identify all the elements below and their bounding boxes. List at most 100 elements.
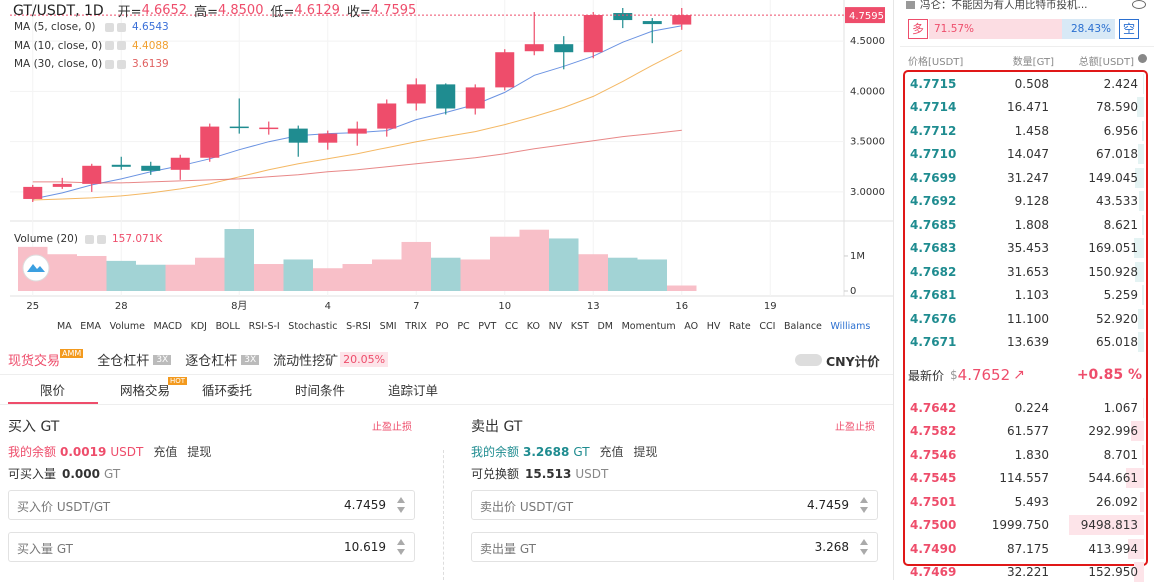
stepper[interactable] bbox=[860, 497, 868, 503]
close-icon[interactable] bbox=[117, 22, 126, 32]
indicator-tab[interactable]: Stochastic bbox=[288, 321, 338, 332]
indicator-tab[interactable]: EMA bbox=[80, 321, 101, 332]
news-text[interactable]: 冯仑：不能因为有人用比特币投机... bbox=[920, 0, 1088, 11]
ask-row[interactable]: 4.7681 1.103 5.259 bbox=[906, 285, 1144, 306]
ask-row[interactable]: 4.7685 1.808 8.621 bbox=[906, 214, 1144, 235]
ask-row[interactable]: 4.7699 31.247 149.045 bbox=[906, 167, 1144, 188]
deposit-link[interactable]: 充值 bbox=[599, 445, 624, 459]
indicator-tab[interactable]: MACD bbox=[153, 321, 183, 332]
indicator-tab[interactable]: RSI-S-I bbox=[248, 321, 280, 332]
stepper[interactable] bbox=[860, 549, 868, 555]
indicator-tab[interactable]: Volume bbox=[109, 321, 145, 332]
input-box[interactable]: 买入价 USDT/GT 4.7459 bbox=[8, 490, 415, 520]
ask-row[interactable]: 4.7683 35.453 169.051 bbox=[906, 238, 1144, 259]
bid-row[interactable]: 4.7642 0.224 1.067 bbox=[906, 398, 1144, 418]
order-type-tab[interactable]: 时间条件 bbox=[295, 383, 346, 398]
bid-row[interactable]: 4.7490 87.175 413.994 bbox=[906, 538, 1144, 559]
tp-sl-link[interactable]: 止盈止损 bbox=[835, 422, 875, 433]
indicator-tab[interactable]: Balance bbox=[784, 321, 822, 332]
withdraw-link[interactable]: 提现 bbox=[633, 445, 658, 459]
order-type-tab[interactable]: 网格交易 bbox=[120, 383, 171, 398]
indicator-tab[interactable]: BOLL bbox=[215, 321, 240, 332]
order-type-tab[interactable]: 限价 bbox=[40, 383, 66, 398]
indicator-tab[interactable]: NV bbox=[548, 321, 563, 332]
indicator-tab[interactable]: DM bbox=[597, 321, 613, 332]
indicator-tab[interactable]: Williams bbox=[830, 321, 871, 332]
indicator-tab[interactable]: HV bbox=[706, 321, 721, 332]
settings-icon[interactable] bbox=[105, 22, 114, 32]
ask-row[interactable]: 4.7671 13.639 65.018 bbox=[906, 331, 1144, 352]
indicator-tab[interactable]: TRIX bbox=[405, 321, 427, 332]
bid-row[interactable]: 4.7545 114.557 544.661 bbox=[906, 468, 1144, 489]
indicator-tab[interactable]: AO bbox=[684, 321, 699, 332]
latest-price-row: 最新价 $4.7652 ↗ +0.85 % bbox=[908, 366, 1142, 384]
ask-row[interactable]: 4.7710 14.047 67.018 bbox=[906, 144, 1144, 165]
toggle-switch[interactable] bbox=[795, 354, 822, 366]
bid-row[interactable]: 4.7546 1.830 8.701 bbox=[906, 444, 1144, 465]
ask-row[interactable]: 4.7692 9.128 43.533 bbox=[906, 191, 1144, 212]
indicator-tab[interactable]: KO bbox=[526, 321, 540, 332]
ask-row[interactable]: 4.7676 11.100 52.920 bbox=[906, 308, 1144, 329]
bid-row[interactable]: 4.7500 1999.750 9498.813 bbox=[906, 515, 1144, 536]
candle-body bbox=[23, 186, 43, 199]
input-box[interactable]: 卖出量 GT 3.268 bbox=[471, 532, 878, 562]
settings-icon[interactable] bbox=[105, 41, 114, 50]
ma-name: MA (10, close, 0) bbox=[14, 39, 103, 52]
indicator-tab[interactable]: Rate bbox=[728, 321, 751, 332]
side-title: 买入 GT bbox=[8, 419, 60, 435]
order-type-tab[interactable]: 循环委托 bbox=[202, 383, 253, 398]
market-tab[interactable]: 现货交易 bbox=[8, 354, 61, 369]
total: 152.950 bbox=[1088, 565, 1138, 580]
stepper[interactable] bbox=[397, 549, 405, 555]
market-tab[interactable]: 全仓杠杆 bbox=[97, 354, 150, 369]
close-icon[interactable] bbox=[117, 41, 126, 50]
indicator-tab[interactable]: S-RSI bbox=[346, 321, 371, 332]
total: 67.018 bbox=[1096, 147, 1138, 162]
quantity: 1.458 bbox=[1014, 123, 1049, 138]
tp-sl-link[interactable]: 止盈止损 bbox=[372, 422, 412, 433]
deposit-link[interactable]: 充值 bbox=[153, 445, 178, 459]
ask-row[interactable]: 4.7682 31.653 150.928 bbox=[906, 261, 1144, 282]
bid-row[interactable]: 4.7582 61.577 292.996 bbox=[906, 421, 1144, 442]
bid-row[interactable]: 4.7469 32.221 152.950 bbox=[906, 562, 1144, 582]
stepper[interactable] bbox=[397, 539, 405, 545]
withdraw-link[interactable]: 提现 bbox=[187, 445, 212, 459]
price: 4.7546 bbox=[910, 447, 957, 462]
eye-icon[interactable] bbox=[1132, 0, 1146, 9]
price: 4.7710 bbox=[910, 147, 957, 162]
indicator-tab[interactable]: PO bbox=[435, 321, 449, 332]
indicator-tab[interactable]: PVT bbox=[478, 321, 497, 332]
indicator-tab[interactable]: SMI bbox=[379, 321, 397, 332]
candle-body bbox=[259, 127, 279, 130]
volume-bar bbox=[224, 229, 254, 291]
stepper[interactable] bbox=[397, 507, 405, 513]
settings-icon[interactable] bbox=[105, 59, 114, 69]
indicator-tab[interactable]: KDJ bbox=[190, 321, 207, 332]
stepper[interactable] bbox=[860, 539, 868, 545]
x-tick-label: 8月 bbox=[231, 300, 247, 312]
input-box[interactable]: 卖出价 USDT/GT 4.7459 bbox=[471, 490, 878, 520]
ask-row[interactable]: 4.7712 1.458 6.956 bbox=[906, 120, 1144, 141]
order-type-tab[interactable]: 追踪订单 bbox=[388, 383, 439, 398]
indicator-tab[interactable]: CC bbox=[504, 321, 519, 332]
stepper[interactable] bbox=[860, 507, 868, 513]
ask-row[interactable]: 4.7714 16.471 78.590 bbox=[906, 97, 1144, 118]
quantity: 0.224 bbox=[1014, 401, 1049, 415]
market-tab[interactable]: 流动性挖矿 bbox=[273, 354, 339, 369]
indicator-tab[interactable]: Momentum bbox=[621, 321, 676, 332]
ma-name: MA (5, close, 0) bbox=[14, 21, 96, 33]
bid-row[interactable]: 4.7501 5.493 26.092 bbox=[906, 491, 1144, 512]
close-icon[interactable] bbox=[117, 59, 126, 69]
ask-row[interactable]: 4.7715 0.508 2.424 bbox=[906, 74, 1144, 94]
market-tab[interactable]: 逐仓杠杆 bbox=[185, 354, 238, 369]
stepper[interactable] bbox=[397, 497, 405, 503]
indicator-tab[interactable]: KST bbox=[570, 321, 589, 332]
indicator-tab[interactable]: CCI bbox=[759, 321, 776, 332]
input-box[interactable]: 买入量 GT 10.619 bbox=[8, 532, 415, 562]
depth-icon[interactable] bbox=[1138, 54, 1147, 63]
indicator-tab[interactable]: PC bbox=[457, 321, 470, 332]
settings-icon[interactable] bbox=[84, 234, 94, 244]
price: 4.7676 bbox=[910, 311, 957, 326]
indicator-tab[interactable]: MA bbox=[57, 321, 72, 332]
close-icon[interactable] bbox=[96, 234, 106, 244]
